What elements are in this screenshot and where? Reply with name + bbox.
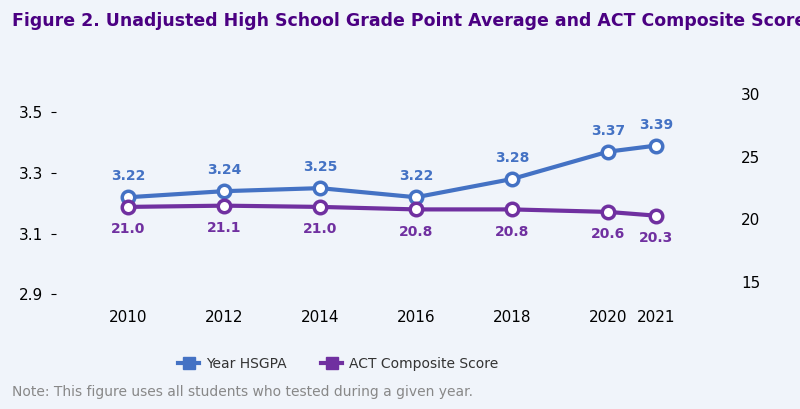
- Text: 20.8: 20.8: [399, 225, 433, 239]
- Text: 21.0: 21.0: [303, 222, 337, 236]
- Text: 3.25: 3.25: [303, 160, 337, 174]
- Text: Figure 2. Unadjusted High School Grade Point Average and ACT Composite Score by : Figure 2. Unadjusted High School Grade P…: [12, 12, 800, 30]
- Text: 3.37: 3.37: [591, 124, 625, 138]
- Text: 20.3: 20.3: [639, 231, 673, 245]
- Text: 3.28: 3.28: [495, 151, 529, 165]
- Legend: Year HSGPA, ACT Composite Score: Year HSGPA, ACT Composite Score: [173, 352, 504, 377]
- Text: 20.8: 20.8: [495, 225, 529, 239]
- Text: 21.0: 21.0: [111, 222, 145, 236]
- Text: Note: This figure uses all students who tested during a given year.: Note: This figure uses all students who …: [12, 385, 473, 399]
- Text: 3.22: 3.22: [399, 169, 433, 183]
- Text: 3.24: 3.24: [207, 163, 241, 177]
- Text: 3.22: 3.22: [111, 169, 145, 183]
- Text: 20.6: 20.6: [591, 227, 625, 241]
- Text: 21.1: 21.1: [206, 221, 242, 235]
- Text: 3.39: 3.39: [639, 118, 673, 132]
